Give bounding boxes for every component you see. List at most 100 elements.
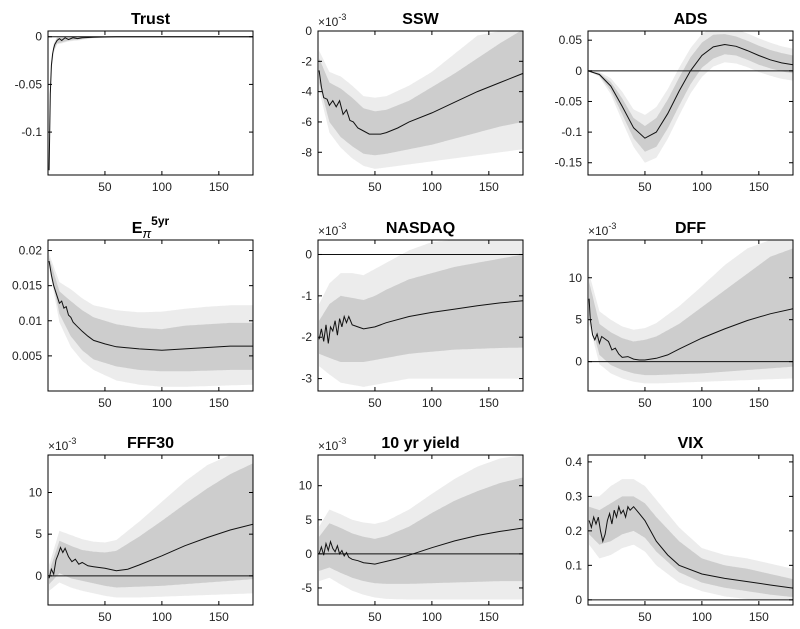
x-tick-label: 100 (422, 610, 442, 624)
y-tick-label: -8 (301, 145, 312, 159)
x-tick-label: 50 (98, 180, 112, 194)
x-tick-label: 150 (209, 610, 229, 624)
axis-multiplier-exponent: -3 (608, 221, 616, 231)
chart-title: 10 yr yield (381, 435, 459, 452)
median-line (48, 523, 253, 579)
subplot-2: 50 100 150 -0.15 -0.1 -0.05 0 0.05 ADS (555, 11, 794, 194)
band-68 (319, 31, 523, 156)
x-tick-label: 50 (368, 396, 382, 410)
plot-area (48, 455, 253, 598)
x-tick-label: 100 (692, 180, 712, 194)
x-tick-label: 50 (368, 180, 382, 194)
y-tick-label: -1 (301, 289, 312, 303)
y-tick-label: 0.2 (565, 524, 582, 538)
chart-title-text: DFF (675, 220, 706, 237)
chart-title-text: E (132, 220, 143, 237)
subplot-0: 50 100 150 -0.1 -0.05 0 Trust (15, 11, 254, 194)
y-tick-label: 10 (569, 271, 583, 285)
chart-title: VIX (678, 435, 704, 452)
axis-multiplier-base: ×10 (318, 15, 339, 29)
y-tick-label: 0.02 (19, 244, 43, 258)
axes-box (317, 454, 524, 606)
median-line (318, 70, 523, 135)
axis-multiplier: ×10-3 (318, 12, 346, 29)
subplot-5: 50 100 150 0 5 10 DFF ×10-3 (569, 220, 794, 410)
x-tick-label: 100 (152, 610, 172, 624)
y-tick-label: 0 (575, 64, 582, 78)
x-tick-label: 150 (749, 180, 769, 194)
subplot-1: 50 100 150 -8 -6 -4 -2 0 SSW ×10-3 (301, 11, 524, 194)
axis-multiplier-exponent: -3 (338, 436, 346, 446)
chart-title: Eπ5yr (132, 214, 170, 241)
plot-area (588, 31, 793, 163)
axis-multiplier-base: ×10 (318, 224, 339, 238)
x-tick-label: 100 (422, 180, 442, 194)
y-tick-label: 0 (35, 569, 42, 583)
y-tick-label: 10 (29, 486, 43, 500)
y-tick-label: -4 (301, 85, 312, 99)
x-tick-label: 150 (479, 396, 499, 410)
y-tick-label: 5 (305, 513, 312, 527)
x-tick-label: 150 (749, 396, 769, 410)
x-tick-label: 100 (692, 610, 712, 624)
band-68 (589, 248, 793, 376)
y-tick-label: -0.05 (555, 94, 583, 108)
axis-multiplier-exponent: -3 (338, 221, 346, 231)
median-line (318, 527, 523, 565)
band-90 (49, 36, 253, 174)
chart-title-text: NASDAQ (386, 220, 455, 237)
x-tick-label: 50 (638, 180, 652, 194)
median-line (588, 504, 793, 589)
subplot-3: 50 100 150 0.005 0.01 0.015 0.02 Eπ5yr (12, 214, 254, 410)
x-tick-label: 150 (479, 610, 499, 624)
plot-area (48, 254, 253, 387)
axes-box (47, 30, 254, 176)
chart-title-superscript: 5yr (151, 214, 169, 228)
y-tick-label: 0.015 (12, 279, 42, 293)
y-tick-label: -2 (301, 54, 312, 68)
axis-multiplier: ×10-3 (318, 436, 346, 453)
y-tick-label: 0.3 (565, 489, 582, 503)
y-tick-label: -0.05 (15, 77, 43, 91)
subplot-7: 50 100 150 -5 0 5 10 10 yr yield ×10-3 (299, 435, 524, 624)
axes-box (587, 239, 794, 392)
y-tick-label: 0 (575, 593, 582, 607)
y-tick-label: -0.1 (21, 125, 42, 139)
chart-title-text: SSW (402, 11, 439, 28)
x-tick-label: 50 (638, 610, 652, 624)
chart-title-text: Trust (131, 11, 171, 28)
plot-area (318, 455, 523, 600)
y-tick-label: 0 (305, 24, 312, 38)
axes-box (317, 30, 524, 176)
y-tick-label: 5 (35, 527, 42, 541)
axes-box (47, 239, 254, 392)
y-tick-label: 10 (299, 479, 313, 493)
y-tick-label: -2 (301, 330, 312, 344)
chart-title: FFF30 (127, 435, 174, 452)
chart-title: Trust (131, 11, 171, 28)
y-tick-label: 0 (575, 355, 582, 369)
chart-title-subscript: π (142, 226, 151, 241)
x-tick-label: 150 (209, 180, 229, 194)
chart-title: SSW (402, 11, 439, 28)
chart-title-text: FFF30 (127, 435, 174, 452)
band-68 (49, 463, 253, 588)
chart-title: DFF (675, 220, 706, 237)
median-line (588, 298, 793, 361)
y-tick-label: -0.1 (561, 125, 582, 139)
axis-multiplier-exponent: -3 (338, 12, 346, 22)
x-tick-label: 100 (692, 396, 712, 410)
axis-multiplier: ×10-3 (48, 436, 76, 453)
y-tick-label: -6 (301, 115, 312, 129)
median-line (48, 261, 253, 351)
axes-box (47, 454, 254, 606)
y-tick-label: 0 (305, 247, 312, 261)
band-68 (589, 496, 793, 598)
y-tick-label: 0.01 (19, 314, 43, 328)
x-tick-label: 50 (368, 610, 382, 624)
axis-multiplier-base: ×10 (588, 224, 609, 238)
plot-area (588, 479, 793, 601)
band-68 (319, 254, 523, 362)
